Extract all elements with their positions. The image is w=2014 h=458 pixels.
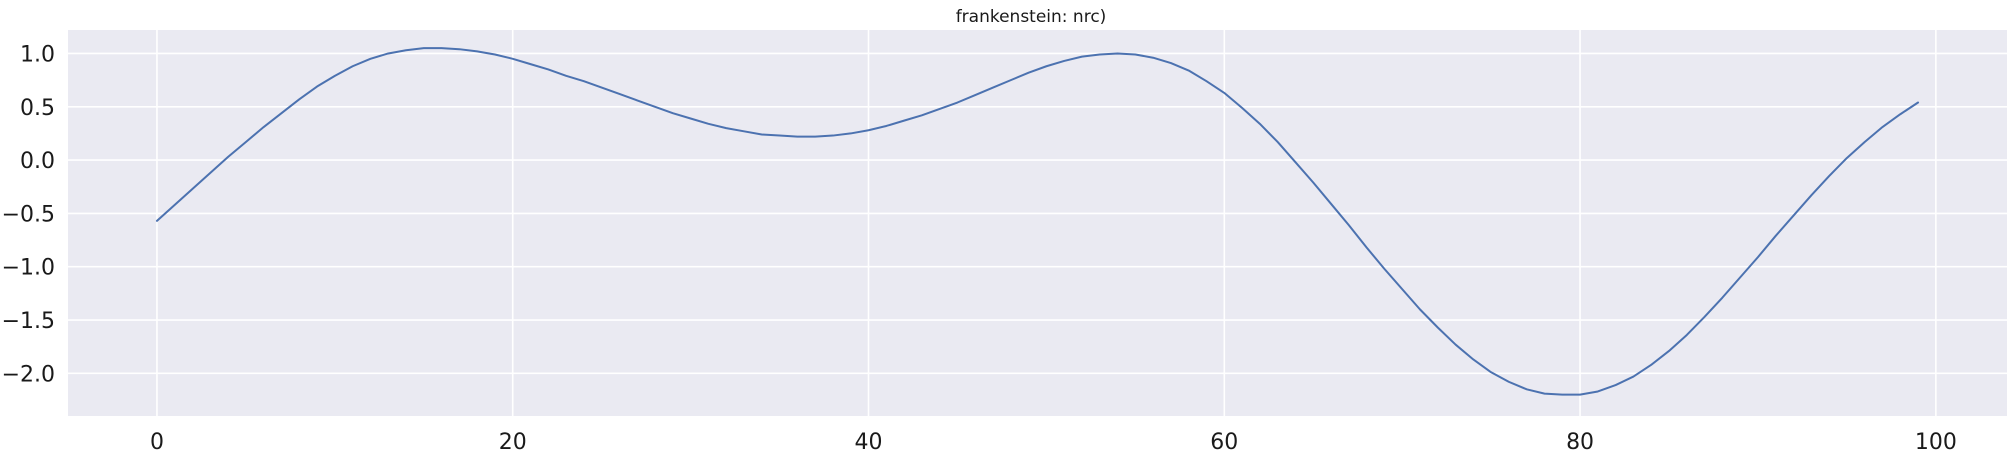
plot-background — [68, 30, 2007, 416]
x-axis-ticks: 0 20 40 60 80 100 — [150, 430, 1957, 455]
x-tick-label: 80 — [1566, 430, 1594, 455]
series-line-0 — [155, 47, 1920, 396]
y-tick-label: −1.0 — [2, 256, 55, 281]
x-tick-label: 60 — [1210, 430, 1238, 455]
x-tick-label: 0 — [150, 430, 164, 455]
y-tick-label: 1.0 — [20, 42, 55, 67]
x-tick-label: 20 — [499, 430, 527, 455]
y-tick-label: −2.0 — [2, 362, 55, 387]
y-tick-label: −0.5 — [2, 202, 55, 227]
y-tick-label: 0.5 — [20, 96, 55, 121]
y-tick-label: −1.5 — [2, 309, 55, 334]
y-axis-ticks: 1.0 0.5 0.0 −0.5 −1.0 −1.5 −2.0 — [2, 42, 55, 387]
x-tick-label: 40 — [855, 430, 883, 455]
y-tick-label: 0.0 — [20, 149, 55, 174]
series-layer — [155, 47, 1920, 396]
chart-title: frankenstein: nrc) — [956, 7, 1107, 27]
x-tick-label: 100 — [1915, 430, 1957, 455]
